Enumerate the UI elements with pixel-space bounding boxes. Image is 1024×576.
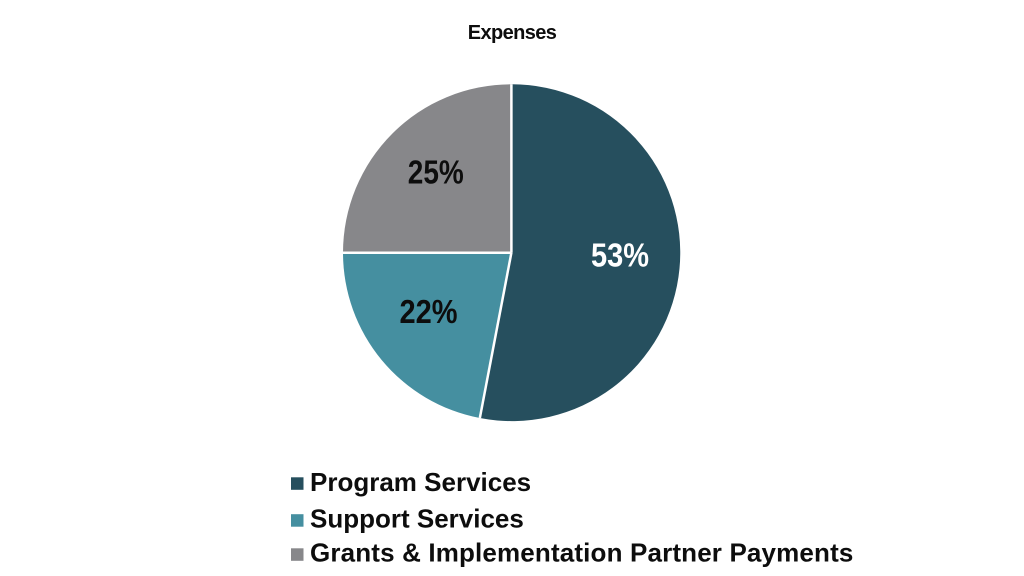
svg-text:25%: 25% [408,154,464,191]
svg-text:22%: 22% [400,293,458,330]
svg-text:Expenses: Expenses [468,22,557,44]
svg-text:Program Services: Program Services [310,467,531,497]
svg-text:Grants & Implementation Partne: Grants & Implementation Partner Payments [310,538,853,568]
svg-text:53%: 53% [591,236,649,273]
svg-text:Support Services: Support Services [310,504,524,534]
